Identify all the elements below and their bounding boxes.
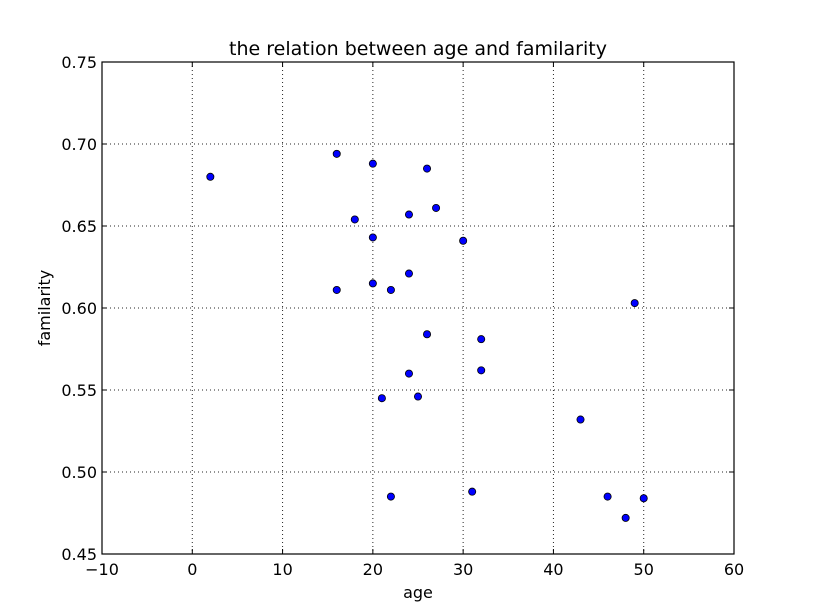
chart-title: the relation between age and familarity <box>229 38 607 60</box>
data-point <box>350 215 359 224</box>
x-tick-label: 60 <box>724 560 744 579</box>
x-tick-label: −10 <box>85 560 119 579</box>
y-tick-label: 0.75 <box>61 53 97 72</box>
data-point <box>477 335 486 344</box>
data-point <box>404 369 413 378</box>
y-tick-label: 0.60 <box>61 299 97 318</box>
data-point <box>386 492 395 501</box>
data-point <box>459 236 468 245</box>
data-point <box>423 164 432 173</box>
data-point <box>432 203 441 212</box>
y-tick-label: 0.55 <box>61 381 97 400</box>
x-tick-label: 20 <box>363 560 383 579</box>
data-point <box>368 233 377 242</box>
y-tick-label: 0.50 <box>61 463 97 482</box>
data-point <box>576 415 585 424</box>
grid <box>102 62 734 554</box>
y-tick-label: 0.45 <box>61 545 97 564</box>
data-points <box>206 149 648 522</box>
data-point <box>332 149 341 158</box>
y-tick-label: 0.65 <box>61 217 97 236</box>
data-point <box>413 392 422 401</box>
plot-area-frame <box>101 61 735 555</box>
x-tick-label: 40 <box>543 560 563 579</box>
data-point <box>603 492 612 501</box>
x-tick-label: 10 <box>272 560 292 579</box>
data-point <box>386 285 395 294</box>
data-point <box>332 285 341 294</box>
x-axis-label: age <box>403 583 433 602</box>
data-point <box>368 159 377 168</box>
x-tick-label: 50 <box>634 560 654 579</box>
y-axis-label: familarity <box>35 270 54 346</box>
data-point <box>477 366 486 375</box>
data-point <box>404 269 413 278</box>
data-point <box>206 172 215 181</box>
y-tick-label: 0.70 <box>61 135 97 154</box>
data-point <box>404 210 413 219</box>
data-point <box>468 487 477 496</box>
data-point <box>377 394 386 403</box>
data-point <box>630 299 639 308</box>
x-tick-label: 0 <box>187 560 197 579</box>
x-tick-label: 30 <box>453 560 473 579</box>
data-point <box>621 513 630 522</box>
data-point <box>368 279 377 288</box>
data-point <box>639 494 648 503</box>
axis-ticks: −10 0 10 20 30 40 50 60 0.45 0.50 0.55 0.60 0.65 0.70… <box>61 53 744 579</box>
data-point <box>423 330 432 339</box>
